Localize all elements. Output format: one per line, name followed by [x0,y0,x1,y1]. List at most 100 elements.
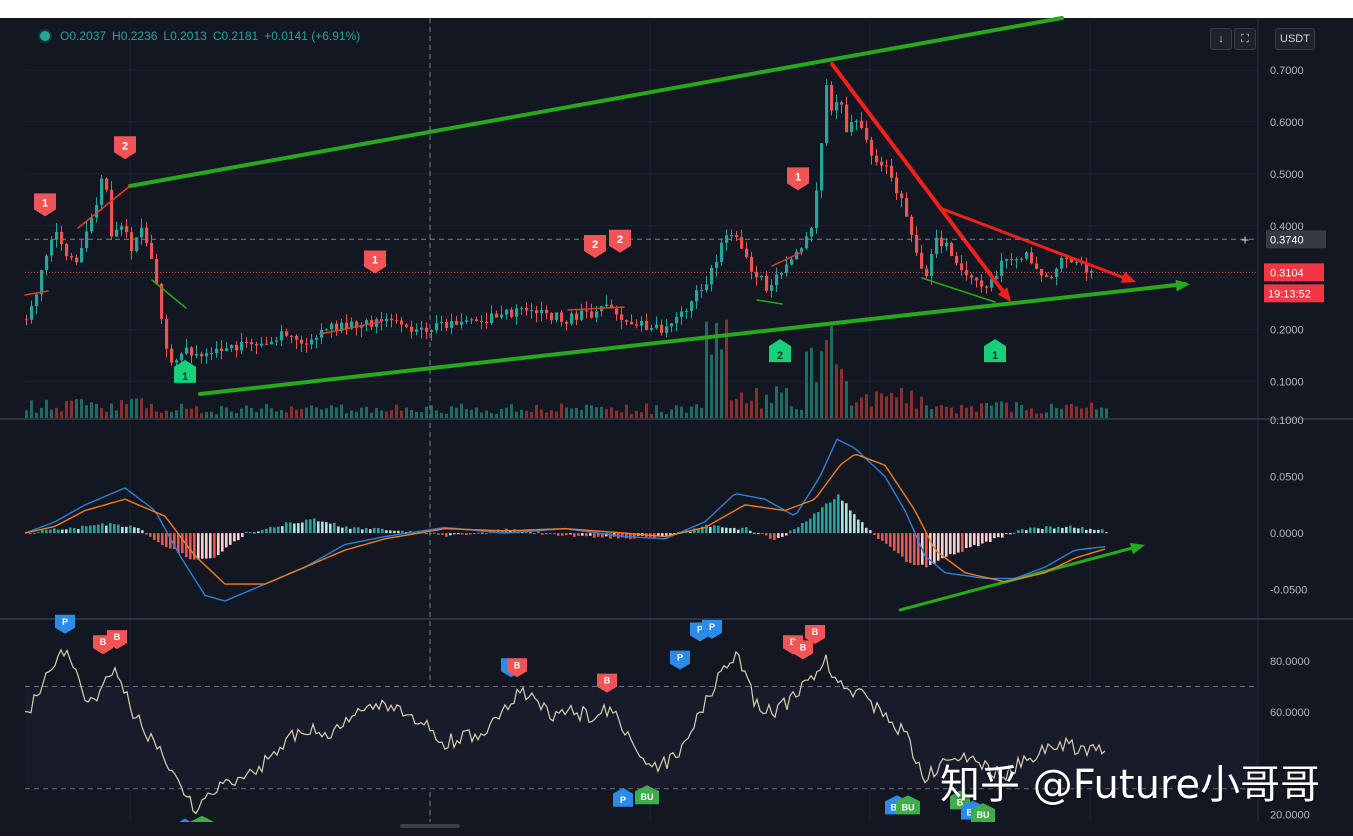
volume-bar [830,326,833,418]
candle-body [640,320,644,326]
volume-bar [540,409,543,418]
volume-bar [270,408,273,418]
candle-body [150,243,154,259]
volume-bar [60,411,63,418]
volume-bar [475,407,478,418]
volume-bar [40,407,43,418]
macd-histogram-bar [1073,527,1076,534]
volume-bar [240,408,243,418]
dip-connector [151,279,187,309]
macd-histogram-bar [177,533,180,553]
macd-histogram-bar [453,533,456,535]
macd-histogram-bar [425,533,428,535]
volume-bar [710,354,713,418]
price-tick-label: 0.2000 [1270,325,1304,337]
volume-bar [195,406,198,418]
sell-marker-label: 1 [42,197,48,209]
volume-bar [335,407,338,418]
volume-bar [735,399,738,418]
macd-histogram-bar [169,533,172,549]
wedge-arrow [1120,271,1136,283]
macd-histogram-bar [461,533,464,535]
currency-button[interactable]: USDT [1275,28,1315,50]
volume-bar [590,405,593,418]
macd-histogram-bar [1057,526,1060,534]
candle-body [565,321,569,324]
volume-bar [945,406,948,418]
volume-bar [570,408,573,418]
rsi-signal-label: BU [902,802,915,812]
volume-bar [50,409,53,418]
macd-histogram-bar [705,524,708,534]
candle-body [280,331,284,341]
volume-bar [910,390,913,418]
volume-bar [755,388,758,418]
volume-bar [70,400,73,418]
price-tick-label: 0.6000 [1270,117,1304,129]
macd-histogram-bar [41,529,44,534]
volume-bar [705,321,708,418]
macd-histogram-bar [857,519,860,534]
macd-histogram-bar [197,533,200,560]
candle-body [580,310,584,320]
candle-body [855,120,859,123]
sell-marker [34,193,56,217]
candle-body [720,242,724,262]
candle-body [1040,268,1044,276]
candle-body [990,278,994,288]
left-margin [0,18,25,836]
macd-histogram-bar [669,533,672,535]
candle-body [1050,276,1054,278]
volume-bar [435,410,438,418]
volume-bar [1050,403,1053,418]
volume-bar [90,402,93,418]
candle-body [250,342,254,345]
macd-histogram-bar [593,533,596,538]
macd-histogram-bar [369,529,372,534]
candle-body [130,232,134,252]
volume-bar [380,410,383,418]
macd-histogram-bar [1041,529,1044,534]
candle-body [995,275,999,279]
volume-bar [550,410,553,418]
macd-histogram-bar [585,533,588,537]
volume-bar [840,369,843,418]
candle-body [395,320,399,322]
volume-bar [1045,412,1048,418]
volume-bar [1100,407,1103,418]
macd-histogram-bar [961,533,964,552]
macd-histogram-bar [181,533,184,554]
volume-bar [110,403,113,418]
macd-histogram-bar [833,499,836,534]
macd-histogram-bar [1009,533,1012,535]
volume-bar [200,413,203,418]
macd-histogram-bar [205,533,208,559]
volume-bar [765,394,768,418]
sell-marker-label: 1 [795,171,801,183]
volume-bar [955,413,958,418]
fullscreen-icon[interactable]: ⛶ [1234,28,1256,50]
series-visibility-icon[interactable] [40,31,50,41]
candle-body [165,319,169,349]
candle-body [485,321,489,324]
macd-histogram-bar [777,533,780,538]
macd-histogram-bar [233,533,236,542]
macd-histogram-bar [353,527,356,534]
macd-histogram-bar [93,525,96,534]
volume-bar [1010,411,1013,418]
sell-marker [584,234,606,258]
macd-histogram-bar [817,511,820,534]
volume-bar [1065,404,1068,418]
volume-bar [580,409,583,418]
arrow-down-icon[interactable]: ↓ [1210,28,1232,50]
candle-body [225,348,229,352]
candle-body [45,255,49,271]
volume-bar [895,397,898,418]
rsi-signal-label: P [677,653,683,663]
candle-body [570,313,574,324]
candle-body [190,347,194,356]
macd-histogram-bar [797,527,800,534]
buy-marker-label: 2 [777,350,783,362]
